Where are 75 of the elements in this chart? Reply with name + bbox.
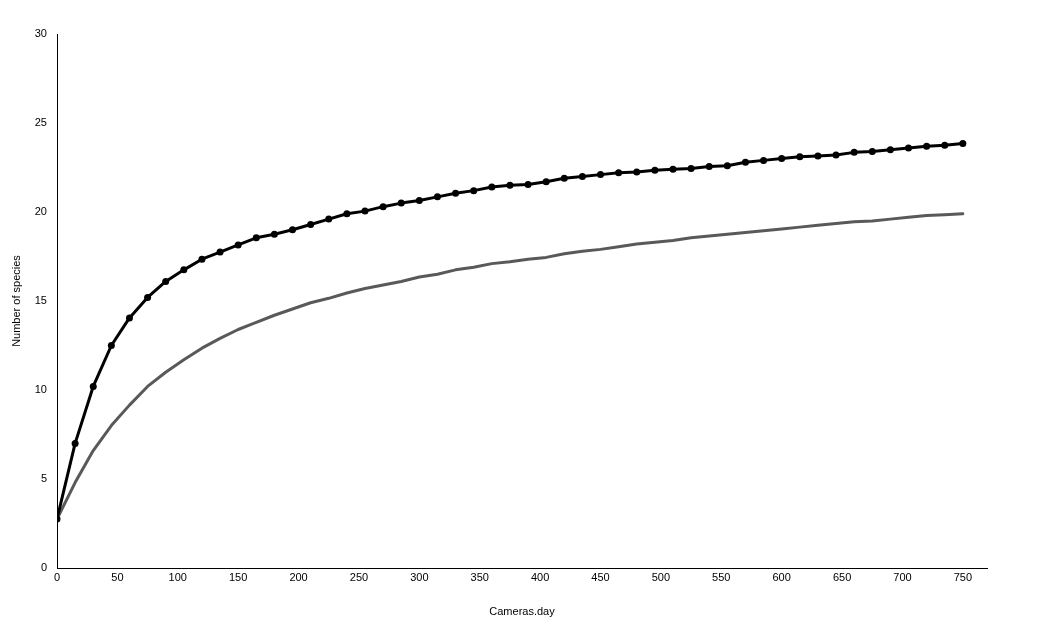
y-tick-label: 20 bbox=[34, 205, 47, 218]
point bbox=[307, 220, 315, 228]
point bbox=[904, 144, 912, 152]
x-tick-label: 0 bbox=[53, 570, 61, 583]
point bbox=[886, 146, 894, 154]
point bbox=[832, 151, 840, 159]
point bbox=[687, 164, 695, 172]
y-axis-title: Number of species bbox=[9, 254, 22, 347]
x-tick-label: 50 bbox=[111, 570, 124, 583]
point bbox=[289, 226, 297, 234]
point bbox=[923, 142, 931, 150]
point bbox=[506, 181, 514, 189]
point bbox=[125, 314, 133, 322]
point bbox=[760, 156, 768, 164]
y-tick-label: 30 bbox=[34, 27, 47, 40]
point bbox=[379, 203, 387, 211]
point bbox=[415, 196, 423, 204]
point bbox=[941, 141, 949, 149]
point bbox=[669, 165, 677, 173]
point bbox=[325, 215, 333, 223]
point bbox=[89, 382, 97, 390]
x-tick-label: 500 bbox=[651, 570, 671, 583]
y-tick-label: 10 bbox=[34, 383, 47, 396]
point bbox=[615, 169, 623, 177]
point bbox=[651, 166, 659, 174]
point bbox=[868, 147, 876, 155]
point bbox=[343, 210, 351, 218]
point bbox=[71, 439, 79, 447]
point bbox=[433, 193, 441, 201]
point bbox=[270, 230, 278, 238]
point bbox=[234, 241, 242, 249]
point bbox=[778, 155, 786, 163]
x-tick-label: 250 bbox=[349, 570, 369, 583]
x-tick-label: 150 bbox=[228, 570, 248, 583]
point bbox=[796, 153, 804, 161]
point bbox=[361, 207, 369, 215]
y-tick-label: 25 bbox=[34, 116, 47, 129]
x-tick-label: 300 bbox=[410, 570, 429, 583]
point bbox=[542, 178, 550, 186]
x-tick-label: 400 bbox=[530, 570, 550, 583]
point bbox=[705, 163, 713, 171]
y-tick-label: 15 bbox=[34, 294, 47, 307]
point bbox=[560, 174, 568, 182]
point bbox=[578, 172, 586, 180]
point bbox=[524, 180, 532, 188]
point bbox=[216, 248, 224, 256]
point bbox=[144, 293, 152, 301]
point bbox=[470, 187, 478, 195]
x-tick-label: 650 bbox=[832, 570, 852, 583]
x-tick-label: 450 bbox=[591, 570, 610, 583]
point bbox=[198, 255, 206, 263]
x-axis-title: Cameras.day bbox=[489, 605, 556, 618]
point bbox=[397, 199, 405, 207]
point bbox=[452, 189, 460, 197]
x-tick-label: 100 bbox=[168, 570, 187, 583]
point bbox=[107, 342, 115, 349]
point bbox=[959, 139, 967, 147]
point bbox=[597, 171, 605, 179]
point bbox=[850, 148, 858, 156]
point bbox=[723, 162, 731, 170]
x-tick-label: 750 bbox=[953, 570, 973, 583]
point bbox=[162, 277, 170, 285]
x-tick-label: 200 bbox=[289, 570, 308, 583]
y-tick-label: 5 bbox=[40, 472, 47, 485]
x-tick-label: 700 bbox=[893, 570, 912, 583]
point bbox=[814, 152, 822, 160]
x-tick-label: 600 bbox=[772, 570, 791, 583]
y-tick-label: 0 bbox=[40, 561, 47, 574]
point bbox=[741, 158, 749, 166]
point bbox=[252, 234, 260, 242]
point bbox=[180, 266, 188, 274]
x-tick-label: 550 bbox=[712, 570, 731, 583]
point bbox=[488, 183, 496, 191]
point bbox=[633, 168, 641, 176]
x-tick-label: 350 bbox=[470, 570, 489, 583]
